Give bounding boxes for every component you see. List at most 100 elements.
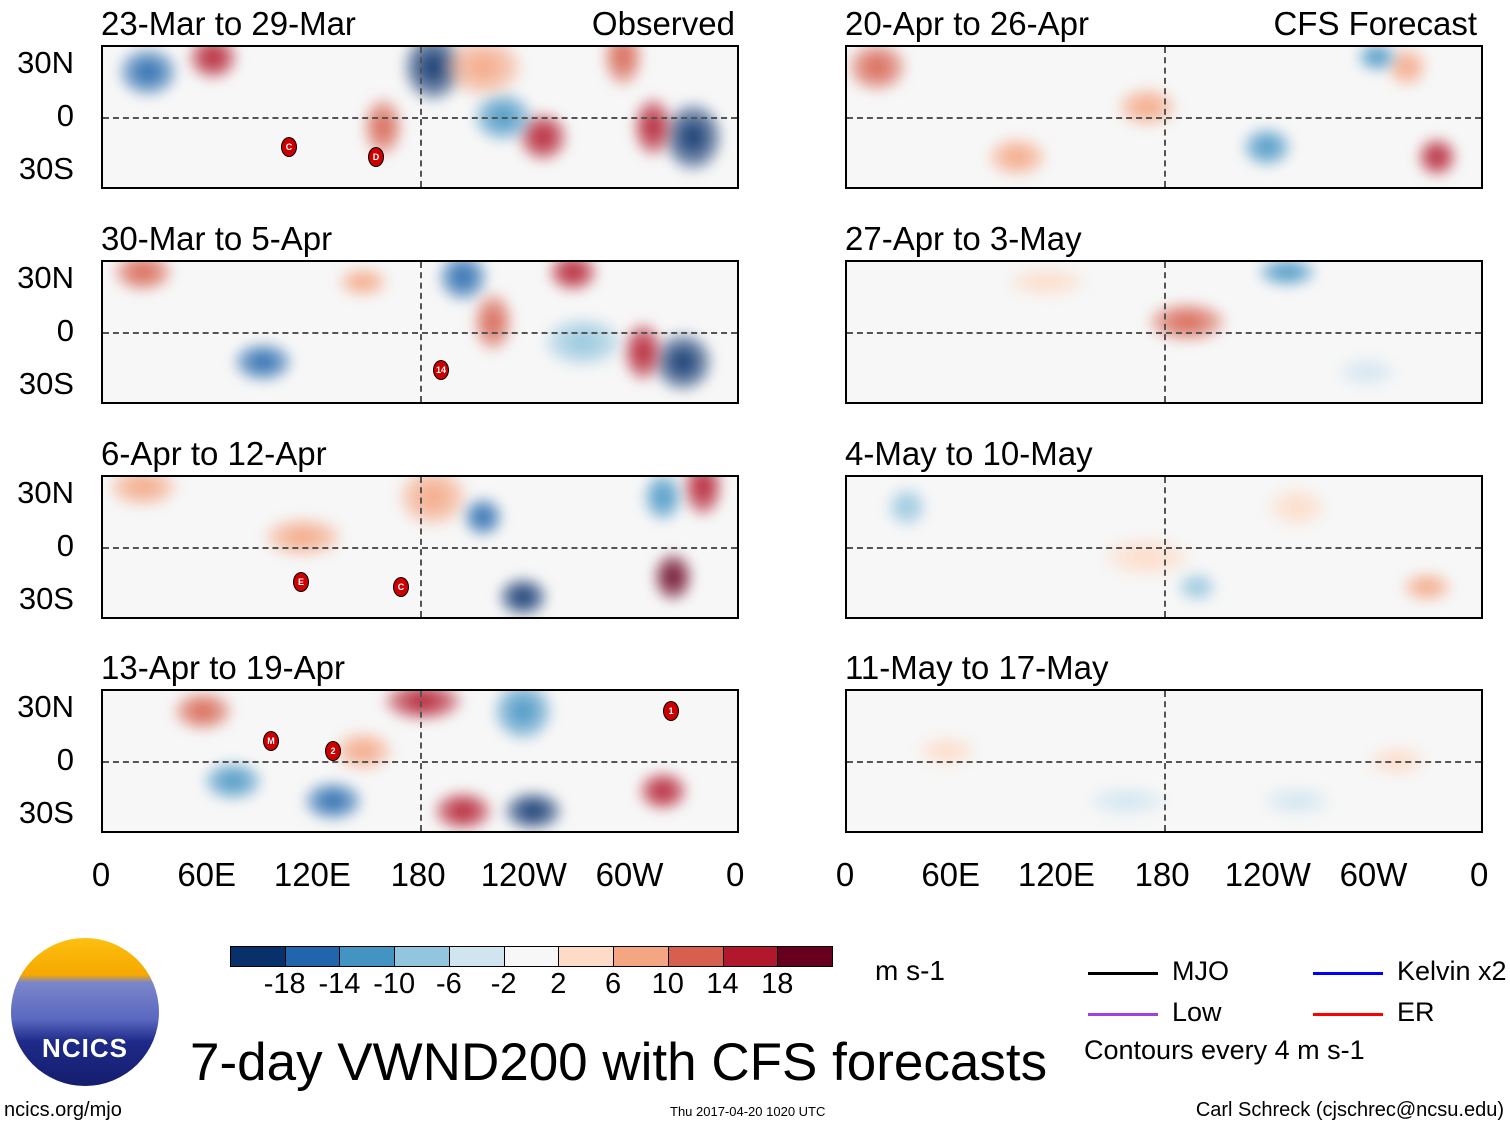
colorbar-label: -2 [490, 968, 517, 1000]
x-tick-label: 180 [390, 856, 446, 893]
anomaly-region [1337, 357, 1397, 387]
anomaly-region [603, 47, 643, 87]
anomaly-region [543, 317, 623, 367]
anomaly-region [233, 342, 293, 382]
colorbar-label: 10 [651, 968, 684, 1000]
column-label: CFS Forecast [1273, 5, 1477, 42]
dateline [1164, 477, 1166, 617]
anomaly-region [638, 771, 688, 811]
legend-line [1088, 972, 1158, 975]
anomaly-region [263, 517, 343, 557]
footer-author: Carl Schreck (cjschrec@ncsu.edu) [1195, 1099, 1504, 1121]
colorbar-swatch [448, 946, 505, 967]
colorbar-label: 18 [761, 968, 794, 1000]
dateline [420, 262, 422, 402]
storm-marker: 14 [433, 360, 449, 380]
anomaly-region [333, 731, 393, 771]
colorbar-swatch [339, 946, 396, 967]
colorbar-label: 2 [550, 968, 567, 1000]
y-tick-label: 0 [56, 742, 74, 777]
panel-title: 6-Apr to 12-Apr [101, 435, 327, 472]
anomaly-region [503, 791, 563, 831]
dateline [420, 477, 422, 617]
anomaly-region [847, 47, 907, 92]
anomaly-region [1257, 262, 1317, 287]
column-label: Observed [591, 5, 735, 42]
storm-marker: C [281, 137, 297, 157]
dateline [420, 691, 422, 831]
anomaly-region [1357, 47, 1397, 72]
figure-title: 7-day VWND200 with CFS forecasts [190, 1033, 1048, 1092]
contour-note: Contours every 4 m s-1 [1084, 1035, 1365, 1065]
y-tick-label: 30S [18, 795, 74, 830]
anomaly-region [443, 47, 523, 97]
anomaly-region [548, 262, 598, 292]
map-panel [845, 689, 1483, 833]
anomaly-region [1177, 572, 1217, 602]
anomaly-region [303, 781, 363, 821]
storm-marker: D [368, 147, 384, 167]
anomaly-region [1147, 302, 1227, 342]
footer-timestamp: Thu 2017-04-20 1020 UTC [670, 1104, 826, 1119]
x-tick-label: 0 [1470, 856, 1489, 893]
anomaly-region [463, 497, 503, 537]
y-tick-label: 0 [56, 528, 74, 563]
colorbar-label: -6 [436, 968, 462, 1000]
dateline [1164, 47, 1166, 187]
storm-marker: M [263, 731, 279, 751]
anomaly-region [438, 262, 488, 302]
anomaly-region [113, 262, 173, 292]
storm-marker: 1 [663, 701, 679, 721]
anomaly-region [363, 97, 403, 157]
footer-url[interactable]: ncics.org/mjo [4, 1099, 122, 1121]
colorbar-label: 14 [706, 968, 739, 1000]
anomaly-region [987, 137, 1047, 177]
anomaly-region [1117, 87, 1177, 127]
map-panel [845, 475, 1483, 619]
anomaly-region [643, 477, 683, 522]
map-panel [845, 260, 1483, 404]
x-tick-label: 60E [921, 856, 981, 893]
x-tick-label: 120W [1224, 856, 1311, 893]
colorbar-units: m s-1 [875, 955, 945, 986]
legend-label: Low [1172, 997, 1222, 1027]
anomaly-region [338, 267, 388, 297]
colorbar-swatch [503, 946, 560, 967]
dateline [420, 47, 422, 187]
anomaly-region [1007, 267, 1087, 297]
anomaly-region [398, 477, 468, 527]
anomaly-region [493, 691, 553, 741]
anomaly-region [887, 487, 927, 527]
anomaly-region [633, 97, 673, 157]
colorbar-swatch [230, 946, 286, 967]
panel-title: 13-Apr to 19-Apr [101, 649, 345, 686]
x-tick-label: 180 [1134, 856, 1190, 893]
colorbar-swatch [284, 946, 341, 967]
panel-title: 4-May to 10-May [845, 435, 1093, 472]
y-tick-label: 30S [18, 366, 74, 401]
storm-marker: 2 [325, 741, 341, 761]
anomaly-region [383, 691, 463, 721]
panel-title: 11-May to 17-May [845, 649, 1109, 686]
y-tick-label: 30N [17, 475, 74, 510]
anomaly-region [1402, 572, 1452, 602]
y-tick-label: 30S [18, 581, 74, 616]
anomaly-region [683, 477, 723, 517]
anomaly-region [663, 102, 723, 172]
anomaly-region [498, 577, 548, 617]
logo-text: NCICS [42, 1033, 128, 1063]
anomaly-region [653, 552, 693, 602]
anomaly-region [203, 761, 263, 801]
colorbar-label: 6 [605, 968, 622, 1000]
anomaly-region [1102, 537, 1192, 577]
y-tick-label: 30S [18, 151, 74, 186]
x-tick-label: 0 [835, 856, 855, 893]
storm-marker: C [393, 577, 409, 597]
x-tick-label: 60W [595, 856, 664, 893]
y-tick-label: 30N [17, 45, 74, 80]
map-panel: 14 [101, 260, 739, 404]
colorbar-label: -10 [373, 968, 416, 1000]
